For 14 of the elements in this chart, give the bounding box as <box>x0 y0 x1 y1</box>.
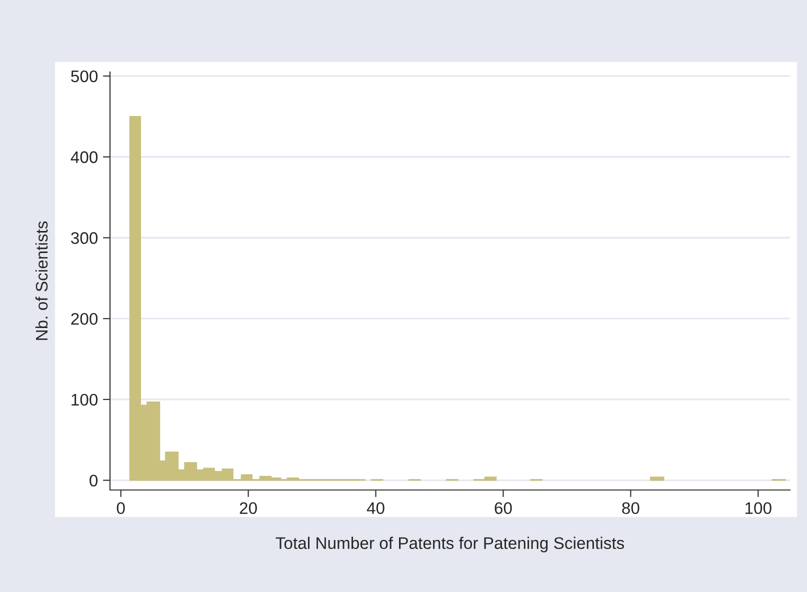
x-tick-label: 60 <box>494 502 512 514</box>
y-tick-label: 100 <box>72 394 98 406</box>
y-tick-label: 500 <box>71 70 98 82</box>
y-tick-label: 200 <box>71 312 98 325</box>
x-tick-label: 80 <box>622 502 640 514</box>
x-axis-title: Total Number of Patents for Patening Scientists <box>276 536 624 552</box>
x-tick-label: 0 <box>116 502 125 514</box>
x-tick-label: 40 <box>366 502 384 514</box>
x-tick-label: 100 <box>746 502 772 514</box>
y-tick-label: 400 <box>70 151 98 164</box>
y-axis-title: Nb. of Scientists <box>35 221 48 340</box>
y-tick-label: 0 <box>90 474 98 486</box>
x-tick-label: 20 <box>240 502 257 514</box>
y-tick-label: 300 <box>71 232 98 244</box>
